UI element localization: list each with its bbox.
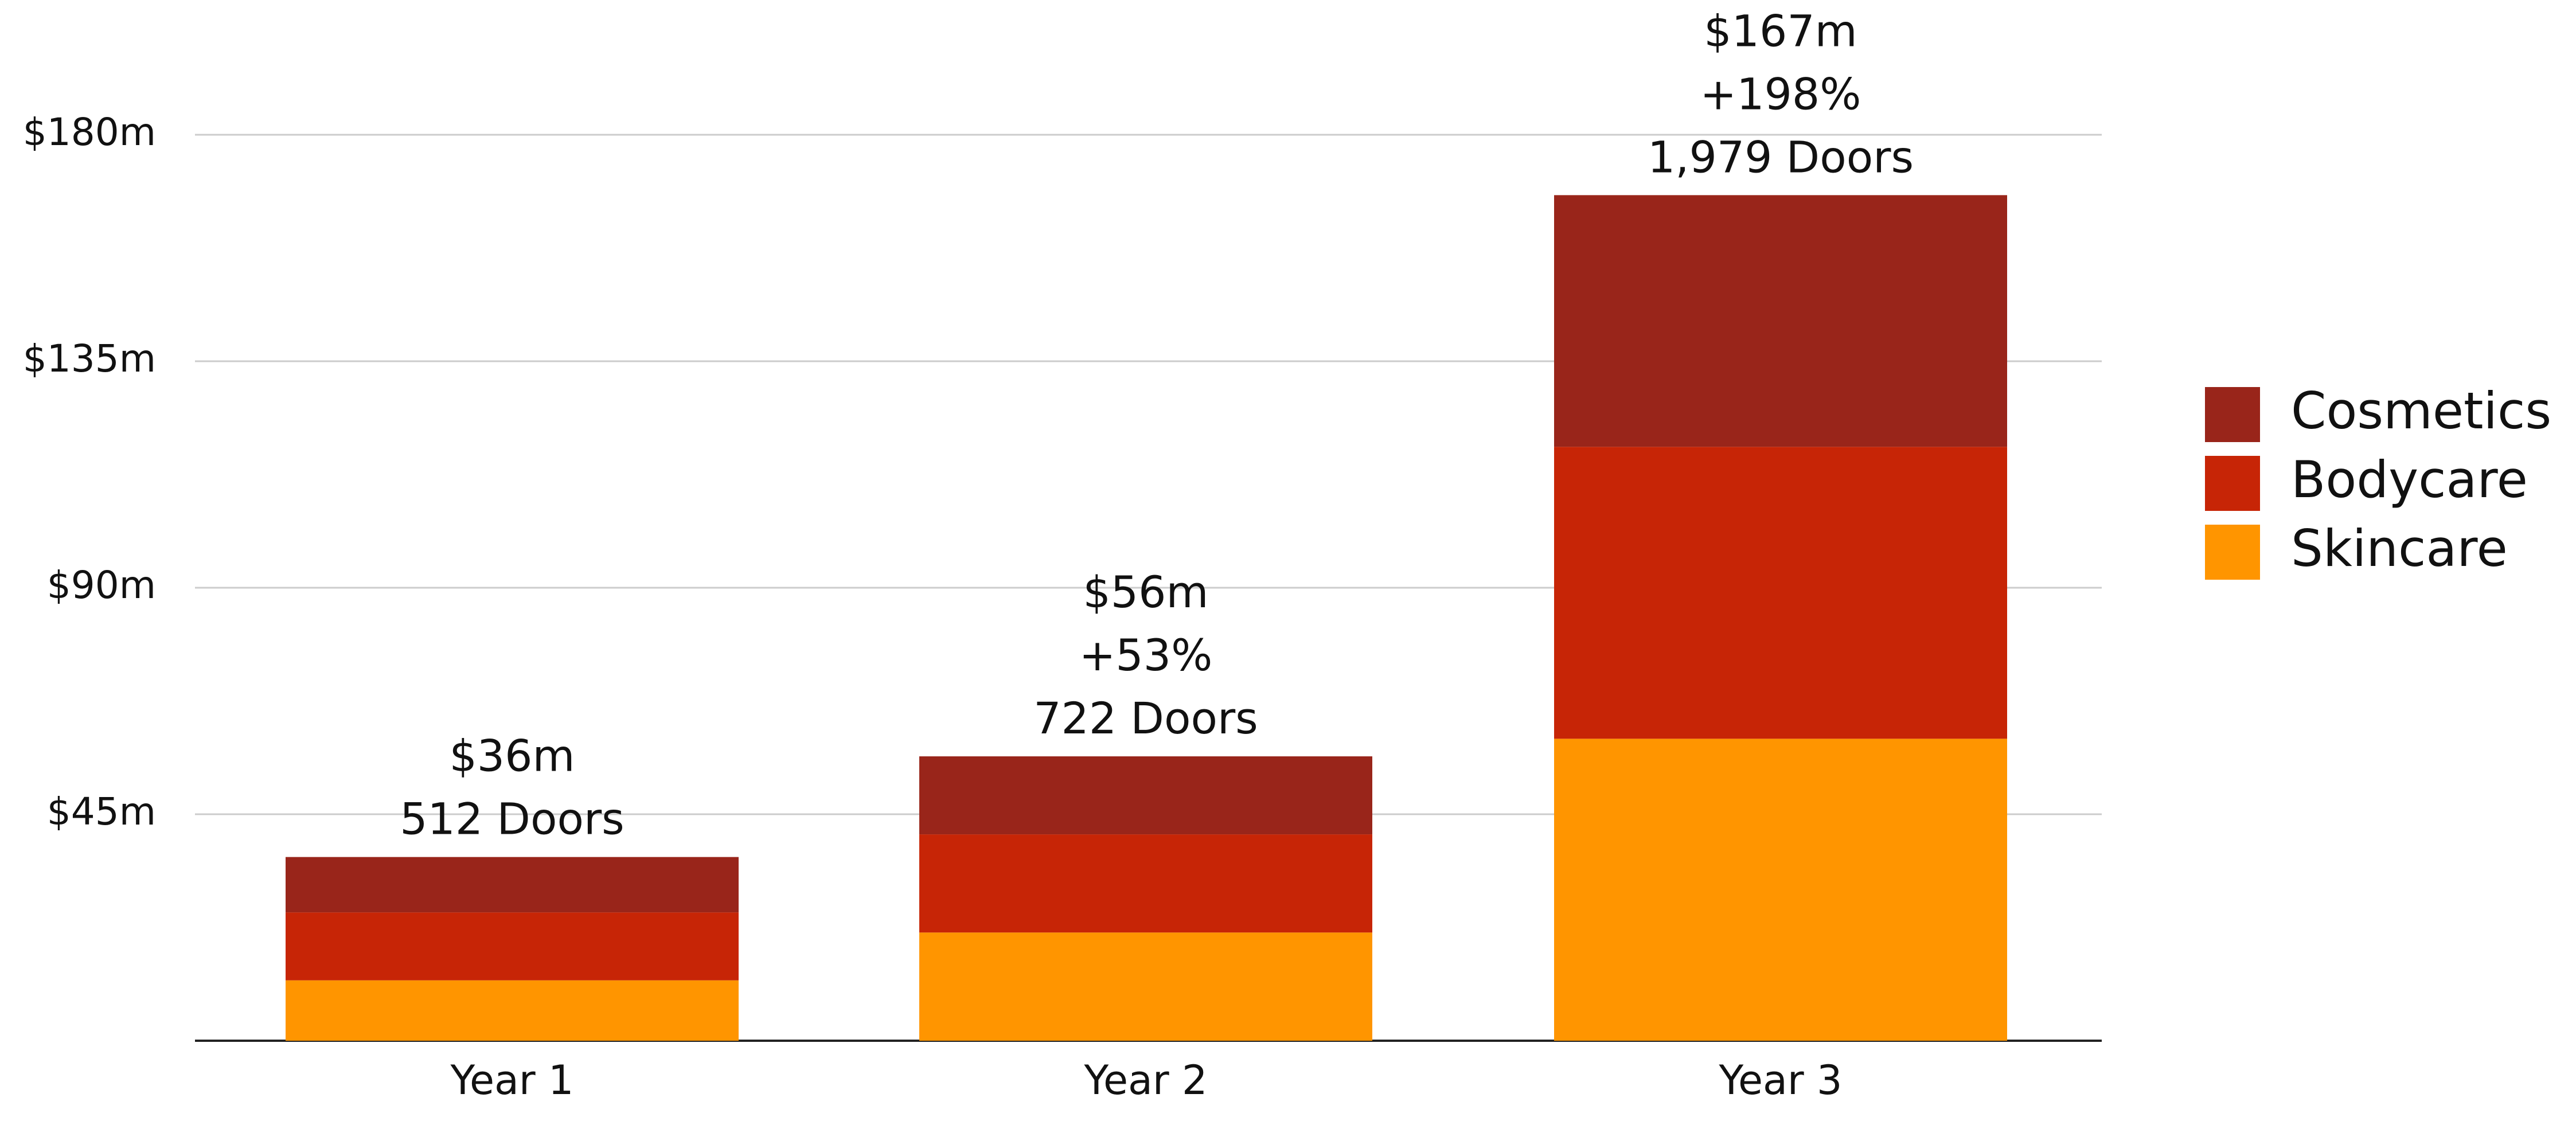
bar-segment-cosmetics bbox=[286, 857, 739, 913]
bars bbox=[286, 195, 2007, 1041]
bar-annotation-label: 722 Doors bbox=[1033, 693, 1258, 744]
y-tick-label: $180m bbox=[23, 110, 156, 154]
bar-segment-bodycare bbox=[919, 834, 1372, 933]
bar-annotation-label: 512 Doors bbox=[400, 794, 625, 845]
bar-segment-cosmetics bbox=[919, 756, 1372, 835]
y-tick-label: $135m bbox=[23, 337, 156, 381]
bar-annotation-label: $56m bbox=[1083, 567, 1208, 618]
legend-swatch-cosmetics bbox=[2205, 387, 2260, 442]
x-axis: Year 1 Year 2 Year 3 bbox=[450, 1057, 1843, 1104]
bar-annotation-label: $36m bbox=[449, 731, 575, 782]
bar-annotation-label: 1,979 Doors bbox=[1648, 131, 1914, 182]
x-tick-label: Year 3 bbox=[1719, 1057, 1843, 1104]
legend-label-bodycare: Bodycare bbox=[2291, 450, 2528, 509]
bar-segment-bodycare bbox=[1554, 447, 2007, 739]
legend: Cosmetics Bodycare Skincare bbox=[2205, 381, 2551, 580]
legend-label-cosmetics: Cosmetics bbox=[2291, 381, 2551, 440]
bar-annotation-label: +53% bbox=[1079, 630, 1213, 681]
bar-annotation-label: +198% bbox=[1700, 68, 1861, 119]
x-tick-label: Year 1 bbox=[450, 1057, 574, 1104]
x-tick-label: Year 2 bbox=[1084, 1057, 1208, 1104]
y-axis: $45m $90m $135m $180m bbox=[23, 110, 156, 834]
bar-segment-skincare bbox=[286, 980, 739, 1041]
legend-label-skincare: Skincare bbox=[2291, 519, 2508, 578]
bar-segment-skincare bbox=[1554, 739, 2007, 1041]
bar-segment-skincare bbox=[919, 932, 1372, 1041]
bar-annotation-label: $167m bbox=[1704, 5, 1857, 56]
y-tick-label: $90m bbox=[47, 563, 156, 607]
bar-segment-bodycare bbox=[286, 912, 739, 981]
y-tick-label: $45m bbox=[47, 790, 156, 834]
legend-swatch-bodycare bbox=[2205, 456, 2260, 511]
bar-segment-cosmetics bbox=[1554, 195, 2007, 447]
legend-swatch-skincare bbox=[2205, 525, 2260, 580]
bar-annotations: $36m 512 Doors $56m +53% 722 Doors $167m +198%… bbox=[400, 5, 1914, 844]
